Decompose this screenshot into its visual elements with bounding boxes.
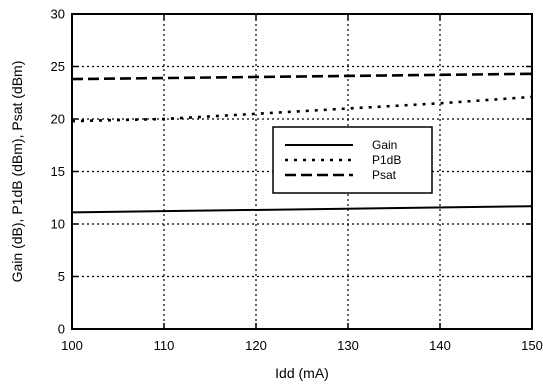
legend-label-psat: Psat [372,168,397,182]
y-tick-label: 0 [58,322,65,337]
series-line-p1db [71,95,533,123]
series-line-gain [71,205,533,214]
x-axis-label: Idd (mA) [275,365,329,381]
legend-label-gain: Gain [372,138,397,152]
y-tick-label: 10 [51,217,65,232]
series-layer [71,72,533,214]
y-tick-label: 5 [58,269,65,284]
tick-layer: 100 110 120 130 140 150 0 5 10 15 20 25 30 [51,7,543,354]
y-tick-label: 15 [51,164,65,179]
x-tick-label: 100 [61,338,83,353]
legend-label-p1db: P1dB [372,153,401,167]
y-tick-label: 30 [51,7,65,22]
x-tick-label: 110 [154,338,175,353]
y-axis-label: Gain (dB), P1dB (dBm), Psat (dBm) [9,61,25,283]
series-line-psat [71,72,533,81]
x-tick-label: 150 [521,338,543,353]
x-tick-label: 120 [245,338,267,353]
x-tick-label: 130 [337,338,359,353]
y-tick-label: 25 [51,59,65,74]
legend-frame [272,126,433,194]
x-tick-label: 140 [429,338,451,353]
y-tick-label: 20 [51,112,65,127]
